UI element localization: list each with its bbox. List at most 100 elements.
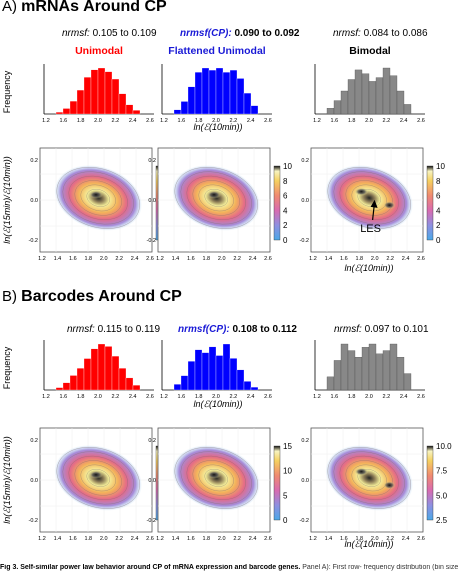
sectionB-p0-hist-bar	[90, 348, 99, 391]
sectionB-p0-hist-bar	[118, 368, 127, 391]
sectionA-p2-hist-xtick: 2.2	[383, 118, 391, 124]
section-a-letter: A)	[2, 0, 17, 15]
sectionB-p2-hist-bar	[368, 343, 377, 391]
sectionB-p2-density-xtick: 2.0	[371, 536, 379, 542]
sectionA-p1-hist-bar	[180, 101, 189, 115]
section-b-title-main: Barcodes	[21, 288, 95, 305]
sectionB-density-xlabel: ln(ℰ(10min))	[345, 539, 394, 549]
sectionA-p1-colorbar-tick: 6	[283, 192, 288, 201]
sectionA-p0-hist-bar	[76, 89, 85, 115]
sectionA-p1-density-ytick: -0.2	[147, 238, 156, 244]
sectionB-p1-hist-bar	[201, 352, 210, 391]
sectionA-p2-density-blob	[325, 165, 413, 231]
sectionB-p0-density-ytick: 0.0	[30, 478, 38, 484]
sectionA-p1-colorbar-tick: 4	[283, 206, 288, 215]
sectionA-p1-hist-xtick: 2.0	[212, 118, 220, 124]
sectionA-p0-hist-xtick: 2.2	[112, 118, 120, 124]
sectionB-hist-xlabel: ln(ℰ(10min))	[194, 399, 243, 409]
sectionB-p0-hist-xtick: 1.6	[60, 394, 68, 400]
sectionB-p0-hist-bar	[83, 358, 92, 391]
sectionA-p1-hist-xtick: 2.6	[264, 118, 272, 124]
sectionA-p1-hist-bar	[173, 109, 182, 115]
sectionA-hist-xlabel: ln(ℰ(10min))	[194, 122, 243, 132]
sectionA-p1-hist-xtick: 1.6	[178, 118, 186, 124]
sectionA-p1-density-xtick: 1.2	[156, 256, 164, 262]
sectionB-p0-hist-xtick: 2.2	[112, 394, 120, 400]
sectionB-p1-density-xtick: 2.4	[249, 536, 257, 542]
sectionB-p0-contour-line	[80, 464, 116, 492]
sectionA-p0-hist-bar	[104, 71, 113, 115]
sectionA-p0-contour-line	[86, 189, 110, 207]
sectionB-p2-peak-2	[383, 481, 396, 490]
sectionA-p1-density-xtick: 1.4	[172, 256, 180, 262]
sectionA-p2-contour-line	[333, 171, 405, 225]
sectionB-p2-density-xtick: 2.4	[402, 536, 410, 542]
sectionB-p2-colorbar-tick: 5.0	[436, 491, 448, 500]
sectionB-p0-contour-line	[68, 455, 128, 500]
sectionA-p2-colorbar-tick: 2	[436, 221, 441, 230]
sectionB-p0-density-xtick: 1.4	[54, 536, 62, 542]
sectionA-p1-hist-bar	[194, 72, 203, 115]
sectionB-p0-hist-bar	[125, 377, 134, 391]
sectionB-p1-hist-bar	[173, 384, 182, 391]
sectionB-p1-contour-line	[180, 451, 252, 505]
sectionB-p2-hist-bar	[382, 350, 391, 391]
figure-caption: Fig 3. Self-similar power law behavior a…	[0, 564, 474, 577]
sectionA-p1-peak	[207, 190, 221, 199]
sectionA-p0-hist-bar	[97, 67, 106, 115]
sectionA-p2-category-label: Bimodal	[349, 45, 391, 57]
sectionA-p1-density-ytick: 0.2	[148, 158, 156, 164]
sectionA-p0-hist-xtick: 2.0	[94, 118, 102, 124]
sectionB-p2-hist-bar	[347, 350, 356, 391]
sectionA-p2-hist-bar	[326, 108, 335, 115]
sectionB-p2-contour-line	[339, 455, 399, 500]
sectionB-p2-density-blob	[325, 445, 413, 511]
section-a-title-rest: Around CP	[83, 0, 167, 15]
nrmsf-a2: nrmsf(CP): 0.090 to 0.092	[180, 28, 300, 39]
sectionB-p0-hist-bar	[69, 375, 78, 391]
sectionA-p2-hist-xtick: 2.6	[417, 118, 425, 124]
sectionB-p1-hist-xtick: 2.2	[230, 394, 238, 400]
sectionA-p2-peak-2	[383, 201, 396, 210]
sectionB-p2-hist-xtick: 1.8	[348, 394, 356, 400]
sectionA-p0-contour-line	[80, 184, 116, 212]
sectionA-p2-colorbar-tick: 10	[436, 162, 445, 171]
sectionA-p2-density-xtick: 1.6	[340, 256, 348, 262]
sectionA-p2-density-xtick: 2.2	[386, 256, 394, 262]
sectionA-p2-density-xtick: 1.2	[309, 256, 317, 262]
sectionA-p2-les-label: LES	[360, 223, 381, 235]
sectionB-p0-hist-xtick: 2.6	[146, 394, 154, 400]
sectionA-p0-category-label: Unimodal	[75, 45, 123, 57]
sectionA-p2-hist-bar	[333, 100, 342, 115]
sectionB-p1-colorbar	[273, 445, 281, 521]
sectionB-p2-hist-bar	[375, 353, 384, 391]
sectionA-p1-category-label: Flattened Unimodal	[168, 45, 266, 57]
sectionA-p0-density-xtick: 2.0	[100, 256, 108, 262]
sectionA-p1-colorbar-tick: 8	[283, 177, 288, 186]
sectionA-p2-density-ytick: 0.0	[301, 198, 309, 204]
sectionA-p2-hist-bar	[368, 81, 377, 115]
sectionB-p0-density-xtick: 1.8	[84, 536, 92, 542]
sectionA-p1-hist-bar	[215, 67, 224, 115]
sectionA-p2-hist-xtick: 1.8	[348, 118, 356, 124]
sectionB-p2-density-xtick: 2.2	[386, 536, 394, 542]
sectionB-p2-hist-xtick: 1.6	[331, 394, 339, 400]
sectionB-p2-hist-bar	[361, 347, 370, 391]
sectionB-p0-hist-bar	[62, 382, 71, 391]
sectionB-p0-hist-bar	[55, 387, 64, 391]
sectionB-p2-hist-bar	[326, 376, 335, 391]
sectionA-p1-density-xtick: 1.8	[202, 256, 210, 262]
sectionA-p0-hist-xtick: 1.8	[77, 118, 85, 124]
sectionB-p1-hist-xtick: 2.0	[212, 394, 220, 400]
sectionA-p2-colorbar-tick: 4	[436, 206, 441, 215]
caption-label: Fig 3. Self-similar power law behavior a…	[0, 564, 301, 571]
sectionA-p0-hist-bar	[62, 108, 71, 115]
sectionB-p1-hist-bar	[229, 358, 238, 391]
nrmsf-b2: nrmsf(CP): 0.108 to 0.112	[178, 324, 297, 335]
sectionB-p2-hist-xtick: 2.0	[365, 394, 373, 400]
nrmsf-a3: nrmsf: 0.084 to 0.086	[333, 28, 428, 39]
sectionA-p0-contour-line	[74, 180, 122, 216]
sectionA-p0-hist-bar	[90, 69, 99, 115]
sectionA-p1-contour-line	[198, 184, 234, 212]
sectionB-p0-contour-line	[74, 460, 122, 496]
